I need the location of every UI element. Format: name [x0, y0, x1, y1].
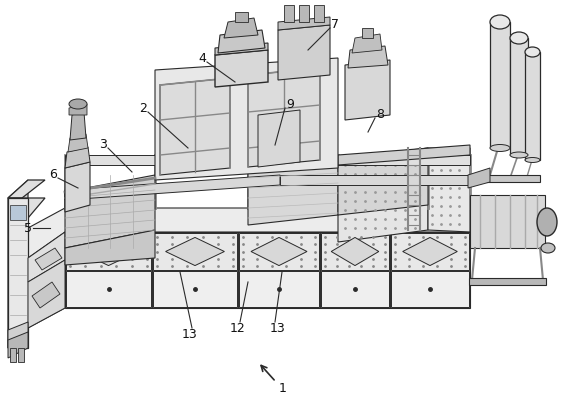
Text: 9: 9: [286, 98, 294, 111]
Polygon shape: [348, 46, 388, 68]
Polygon shape: [215, 50, 268, 87]
Polygon shape: [28, 232, 65, 282]
Polygon shape: [362, 28, 373, 38]
Polygon shape: [338, 148, 428, 242]
Polygon shape: [8, 322, 28, 348]
Polygon shape: [235, 12, 248, 22]
Polygon shape: [8, 332, 28, 358]
Polygon shape: [65, 175, 280, 200]
Polygon shape: [321, 271, 389, 307]
Polygon shape: [278, 25, 330, 80]
Text: 3: 3: [99, 137, 107, 150]
Polygon shape: [32, 282, 60, 308]
Polygon shape: [469, 278, 546, 285]
Polygon shape: [79, 238, 138, 265]
Polygon shape: [166, 238, 225, 265]
Polygon shape: [28, 260, 65, 328]
Polygon shape: [18, 348, 24, 362]
Ellipse shape: [490, 144, 510, 152]
Polygon shape: [338, 148, 428, 215]
Polygon shape: [65, 147, 90, 168]
Text: 13: 13: [182, 328, 198, 341]
Polygon shape: [284, 5, 294, 22]
Polygon shape: [65, 155, 470, 165]
Polygon shape: [338, 145, 470, 165]
Polygon shape: [28, 208, 470, 258]
Polygon shape: [65, 230, 155, 265]
Polygon shape: [278, 17, 330, 30]
Polygon shape: [160, 78, 230, 175]
Polygon shape: [10, 348, 16, 362]
Polygon shape: [258, 110, 300, 167]
Polygon shape: [251, 238, 307, 265]
Polygon shape: [69, 104, 87, 115]
Polygon shape: [331, 238, 379, 265]
Text: 4: 4: [198, 51, 206, 64]
Polygon shape: [470, 195, 545, 248]
Polygon shape: [428, 148, 470, 232]
Ellipse shape: [541, 243, 555, 253]
Ellipse shape: [69, 99, 87, 109]
Polygon shape: [65, 232, 470, 308]
Polygon shape: [239, 233, 319, 270]
Text: 7: 7: [331, 18, 339, 31]
Polygon shape: [66, 233, 151, 270]
Polygon shape: [65, 162, 90, 212]
Polygon shape: [239, 271, 319, 307]
Polygon shape: [490, 22, 510, 148]
Polygon shape: [65, 175, 155, 248]
Ellipse shape: [510, 32, 528, 44]
Ellipse shape: [525, 158, 540, 162]
Polygon shape: [66, 271, 151, 307]
Text: 6: 6: [49, 168, 57, 181]
Polygon shape: [321, 233, 389, 270]
Ellipse shape: [537, 208, 557, 236]
Polygon shape: [403, 238, 457, 265]
Polygon shape: [8, 180, 45, 198]
Polygon shape: [352, 34, 382, 53]
Polygon shape: [68, 134, 88, 152]
Polygon shape: [8, 198, 45, 218]
Polygon shape: [299, 5, 309, 22]
Ellipse shape: [490, 15, 510, 29]
Text: 1: 1: [279, 382, 287, 394]
Polygon shape: [510, 38, 528, 155]
Polygon shape: [28, 232, 65, 328]
Ellipse shape: [525, 47, 540, 57]
Polygon shape: [224, 18, 258, 38]
Polygon shape: [248, 68, 320, 167]
Text: 12: 12: [230, 322, 246, 334]
Text: 2: 2: [139, 101, 147, 115]
Polygon shape: [525, 52, 540, 160]
Polygon shape: [153, 233, 237, 270]
Polygon shape: [314, 5, 324, 22]
Polygon shape: [35, 248, 62, 270]
Polygon shape: [391, 271, 469, 307]
Text: 8: 8: [376, 107, 384, 121]
Polygon shape: [391, 233, 469, 270]
Polygon shape: [155, 58, 338, 180]
Ellipse shape: [510, 152, 528, 158]
Polygon shape: [218, 30, 265, 53]
Polygon shape: [468, 168, 490, 188]
Polygon shape: [10, 205, 26, 220]
Polygon shape: [8, 198, 28, 348]
Polygon shape: [486, 175, 540, 182]
Polygon shape: [215, 43, 268, 55]
Polygon shape: [153, 271, 237, 307]
Polygon shape: [70, 112, 86, 140]
Polygon shape: [248, 158, 338, 225]
Polygon shape: [8, 180, 28, 348]
Polygon shape: [280, 175, 470, 185]
Text: 13: 13: [270, 322, 286, 334]
Polygon shape: [345, 60, 390, 120]
Text: 5: 5: [24, 222, 32, 234]
